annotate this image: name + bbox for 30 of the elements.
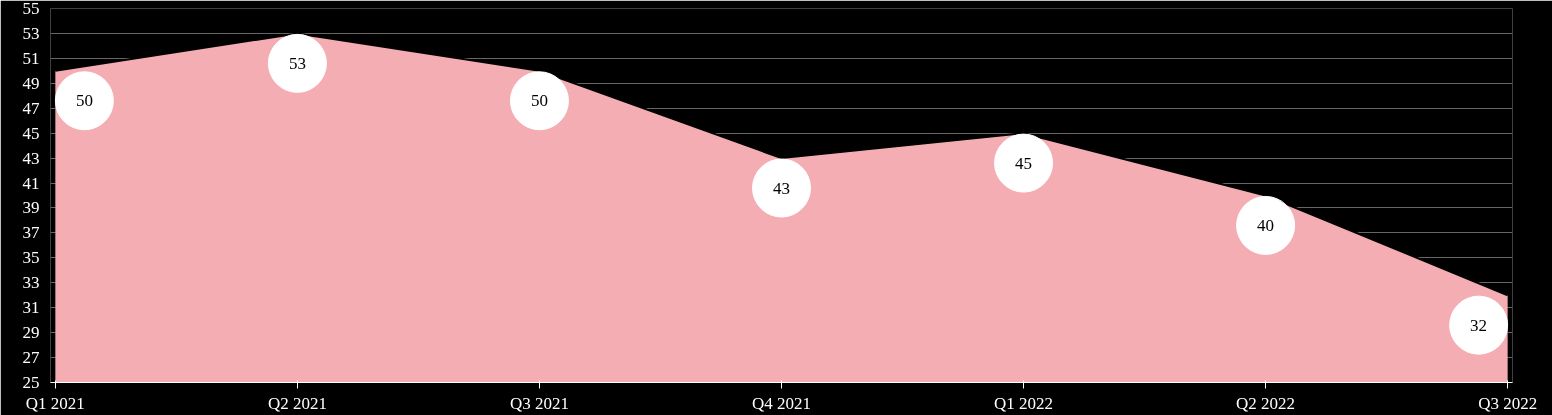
y-tick-label: 49 <box>22 73 40 93</box>
x-tick-label: Q2 2021 <box>267 393 327 413</box>
y-tick-label: 41 <box>22 173 40 193</box>
y-tick-label: 29 <box>22 323 40 343</box>
y-tick-label: 33 <box>22 273 40 293</box>
data-label: 43 <box>773 178 790 198</box>
y-tick-label: 51 <box>22 48 40 68</box>
y-tick-label: 39 <box>22 198 40 218</box>
data-label: 50 <box>530 91 548 111</box>
y-tick-label: 37 <box>22 223 40 243</box>
x-tick-label: Q2 2022 <box>1236 393 1296 413</box>
y-tick-label: 35 <box>22 248 40 268</box>
y-tick-label: 31 <box>22 298 40 318</box>
y-tick-label: 27 <box>22 348 40 368</box>
data-label: 40 <box>1257 215 1275 235</box>
y-tick-label: 53 <box>22 23 40 43</box>
data-label: 32 <box>1470 315 1488 335</box>
y-tick-label: 47 <box>22 98 40 118</box>
y-tick-label: 55 <box>22 0 40 18</box>
x-tick-label: Q1 2022 <box>994 393 1054 413</box>
data-label: 53 <box>288 53 306 73</box>
x-tick-label: Q3 2021 <box>509 393 569 413</box>
y-tick-label: 45 <box>22 123 40 143</box>
x-tick-label: Q3 2022 <box>1478 393 1538 413</box>
y-tick-label: 43 <box>22 148 40 168</box>
data-label: 50 <box>75 91 93 111</box>
x-tick-label: Q1 2021 <box>25 393 85 413</box>
data-label: 45 <box>1015 153 1033 173</box>
y-tick-label: 25 <box>22 373 40 392</box>
x-tick-label: Q4 2021 <box>751 393 812 413</box>
